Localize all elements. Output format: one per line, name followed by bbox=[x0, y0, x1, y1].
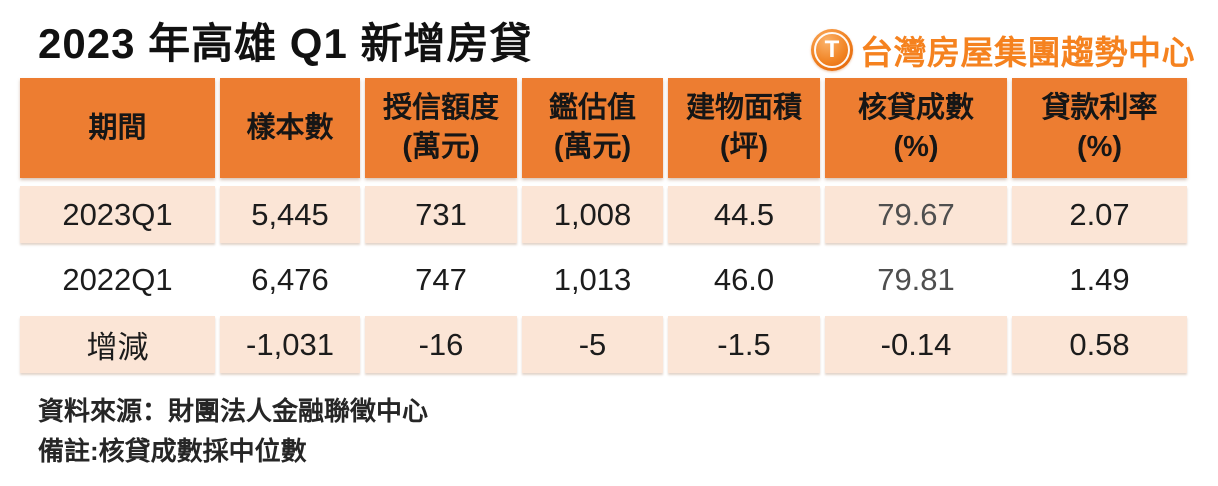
cell-period: 2022Q1 bbox=[20, 251, 215, 308]
col-header-label: 樣本數 bbox=[246, 111, 334, 144]
col-header-label: 建物面積 bbox=[685, 92, 802, 125]
cell-interest-rate: 2.07 bbox=[1012, 186, 1187, 243]
remark-note: 備註:核貸成數採中位數 bbox=[38, 436, 307, 466]
cell-ltv-ratio: 79.67 bbox=[825, 186, 1007, 243]
logo-t-icon: T bbox=[811, 29, 853, 71]
col-header-unit: (萬元) bbox=[553, 131, 632, 163]
cell-interest-rate: 1.49 bbox=[1012, 251, 1187, 308]
cell-building-area: 44.5 bbox=[668, 186, 820, 243]
col-header-ltv-ratio: 核貸成數 (%) bbox=[825, 78, 1007, 178]
col-header-label: 鑑估值 bbox=[548, 92, 636, 125]
logo-t-letter: T bbox=[824, 36, 840, 63]
cell-building-area: 46.0 bbox=[668, 251, 820, 308]
cell-ltv-ratio: 79.81 bbox=[825, 251, 1007, 308]
col-header-label: 授信額度 bbox=[382, 92, 499, 125]
logo-text: 台灣房屋集團趨勢中心 bbox=[860, 34, 1195, 71]
col-header-appraisal-value: 鑑估值 (萬元) bbox=[522, 78, 663, 178]
col-header-unit: (%) bbox=[893, 131, 939, 163]
cell-appraisal-value: -5 bbox=[522, 316, 663, 373]
footnotes: 資料來源：財團法人金融聯徵中心 備註:核貸成數採中位數 bbox=[38, 391, 428, 471]
col-header-period: 期間 bbox=[20, 78, 215, 178]
cell-interest-rate: 0.58 bbox=[1012, 316, 1187, 373]
cell-credit-amount: -16 bbox=[365, 316, 517, 373]
cell-appraisal-value: 1,008 bbox=[522, 186, 663, 243]
cell-period: 增減 bbox=[20, 316, 215, 373]
col-header-label: 貸款利率 bbox=[1041, 92, 1158, 125]
col-header-label: 期間 bbox=[88, 111, 147, 144]
col-header-interest-rate: 貸款利率 (%) bbox=[1012, 78, 1187, 178]
cell-samples: -1,031 bbox=[220, 316, 360, 373]
cell-building-area: -1.5 bbox=[668, 316, 820, 373]
cell-period: 2023Q1 bbox=[20, 186, 215, 243]
cell-samples: 6,476 bbox=[220, 251, 360, 308]
col-header-label: 核貸成數 bbox=[857, 92, 974, 125]
col-header-unit: (萬元) bbox=[402, 131, 480, 163]
cell-credit-amount: 747 bbox=[365, 251, 517, 308]
col-header-samples: 樣本數 bbox=[220, 78, 360, 178]
col-header-credit-amount: 授信額度 (萬元) bbox=[365, 78, 517, 178]
source-note: 資料來源：財團法人金融聯徵中心 bbox=[38, 396, 429, 426]
brand-logo: T 台灣房屋集團趨勢中心 bbox=[811, 26, 1195, 74]
cell-ltv-ratio: -0.14 bbox=[825, 316, 1007, 373]
col-header-building-area: 建物面積 (坪) bbox=[668, 78, 820, 178]
cell-appraisal-value: 1,013 bbox=[522, 251, 663, 308]
data-table: 期間 樣本數 授信額度 (萬元) 鑑估值 (萬元) 建物面積 (坪) 核貸成數 bbox=[20, 78, 1187, 373]
cell-credit-amount: 731 bbox=[365, 186, 517, 243]
cell-samples: 5,445 bbox=[220, 186, 360, 243]
col-header-unit: (%) bbox=[1076, 131, 1123, 163]
col-header-unit: (坪) bbox=[719, 131, 769, 163]
page-title: 2023 年高雄 Q1 新增房貸 bbox=[38, 20, 533, 67]
